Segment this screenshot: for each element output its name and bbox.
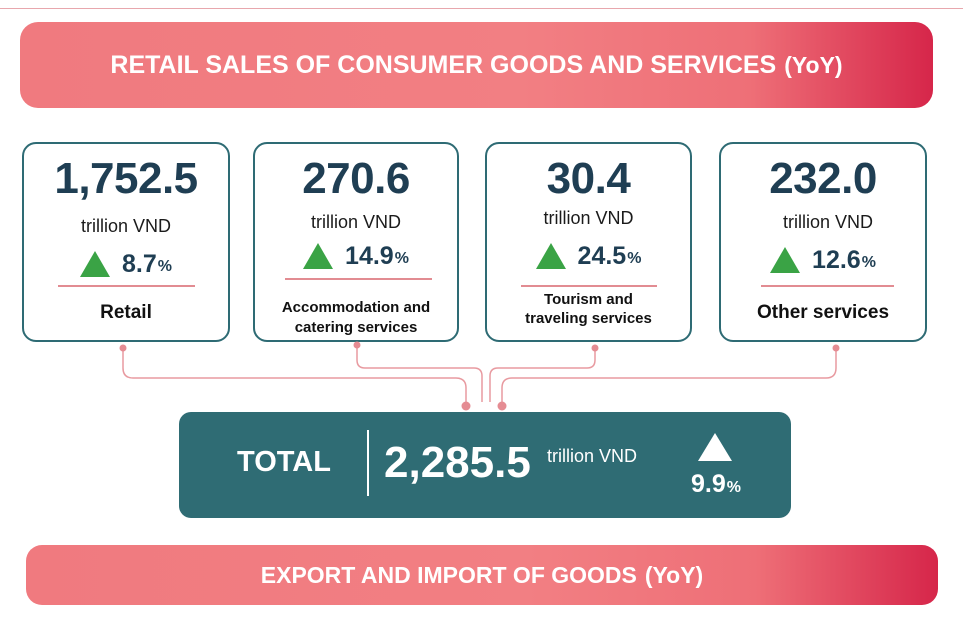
percent-sign: % bbox=[861, 254, 876, 271]
growth-value: 8.7 bbox=[122, 249, 157, 278]
card-unit: trillion VND bbox=[80, 216, 172, 236]
card-growth: 24.5 % bbox=[487, 240, 690, 272]
growth-value: 9.9 bbox=[691, 470, 726, 498]
percent-sign: % bbox=[394, 250, 409, 267]
total-divider bbox=[367, 430, 369, 496]
growth-value: 24.5 bbox=[577, 241, 627, 270]
total-growth: 9.9% bbox=[691, 470, 741, 499]
retail-sales-banner: RETAIL SALES OF CONSUMER GOODS AND SERVI… bbox=[20, 22, 933, 108]
card-category: Accommodation and catering services bbox=[255, 298, 457, 338]
card-tourism: 30.4 trillion VND 24.5 % Tourism and tra… bbox=[485, 142, 692, 342]
card-other-services: 232.0 trillion VND 12.6 % Other services bbox=[719, 142, 927, 342]
total-value: 2,285.5 bbox=[384, 438, 531, 487]
card-rule bbox=[761, 285, 894, 287]
category-line: Tourism and bbox=[544, 291, 633, 308]
card-growth: 8.7 % bbox=[24, 248, 228, 280]
category-line: catering services bbox=[294, 319, 418, 336]
card-unit: trillion VND bbox=[782, 212, 874, 232]
category-line: Accommodation and bbox=[281, 299, 431, 316]
up-triangle-icon bbox=[770, 247, 801, 273]
banner-yoy: (YoY) bbox=[644, 561, 704, 588]
card-rule bbox=[521, 285, 657, 287]
card-growth: 14.9 % bbox=[255, 240, 457, 272]
card-retail: 1,752.5 trillion VND 8.7 % Retail bbox=[22, 142, 230, 342]
total-box: TOTAL 2,285.5 trillion VND 9.9% bbox=[179, 412, 791, 518]
banner-yoy: (YoY) bbox=[784, 51, 843, 78]
up-triangle-icon bbox=[698, 433, 732, 461]
banner-title: RETAIL SALES OF CONSUMER GOODS AND SERVI… bbox=[110, 50, 777, 79]
growth-value: 14.9 bbox=[345, 241, 394, 270]
top-divider bbox=[0, 8, 963, 9]
export-import-banner: EXPORT AND IMPORT OF GOODS (YoY) bbox=[26, 545, 938, 605]
percent-sign: % bbox=[726, 479, 741, 496]
banner-title: EXPORT AND IMPORT OF GOODS bbox=[260, 561, 637, 588]
growth-value: 12.6 bbox=[812, 245, 861, 274]
percent-sign: % bbox=[157, 258, 172, 275]
card-growth: 12.6 % bbox=[721, 244, 925, 276]
card-rule bbox=[58, 285, 195, 287]
up-triangle-icon bbox=[303, 243, 334, 269]
card-rule bbox=[285, 278, 432, 280]
card-value: 232.0 bbox=[769, 154, 877, 203]
category-line: traveling services bbox=[525, 310, 652, 327]
card-accommodation: 270.6 trillion VND 14.9 % Accommodation … bbox=[253, 142, 459, 342]
up-triangle-icon bbox=[535, 243, 566, 269]
card-value: 1,752.5 bbox=[54, 154, 198, 203]
card-unit: trillion VND bbox=[310, 212, 402, 232]
card-value: 270.6 bbox=[302, 154, 410, 203]
total-unit: trillion VND bbox=[547, 446, 638, 466]
card-value: 30.4 bbox=[546, 154, 631, 203]
up-triangle-icon bbox=[80, 251, 110, 277]
card-unit: trillion VND bbox=[543, 208, 634, 228]
card-category: Retail bbox=[100, 302, 152, 323]
card-category: Tourism and traveling services bbox=[487, 290, 690, 328]
card-category: Other services bbox=[756, 302, 890, 323]
percent-sign: % bbox=[627, 250, 642, 267]
total-label: TOTAL bbox=[237, 446, 331, 478]
